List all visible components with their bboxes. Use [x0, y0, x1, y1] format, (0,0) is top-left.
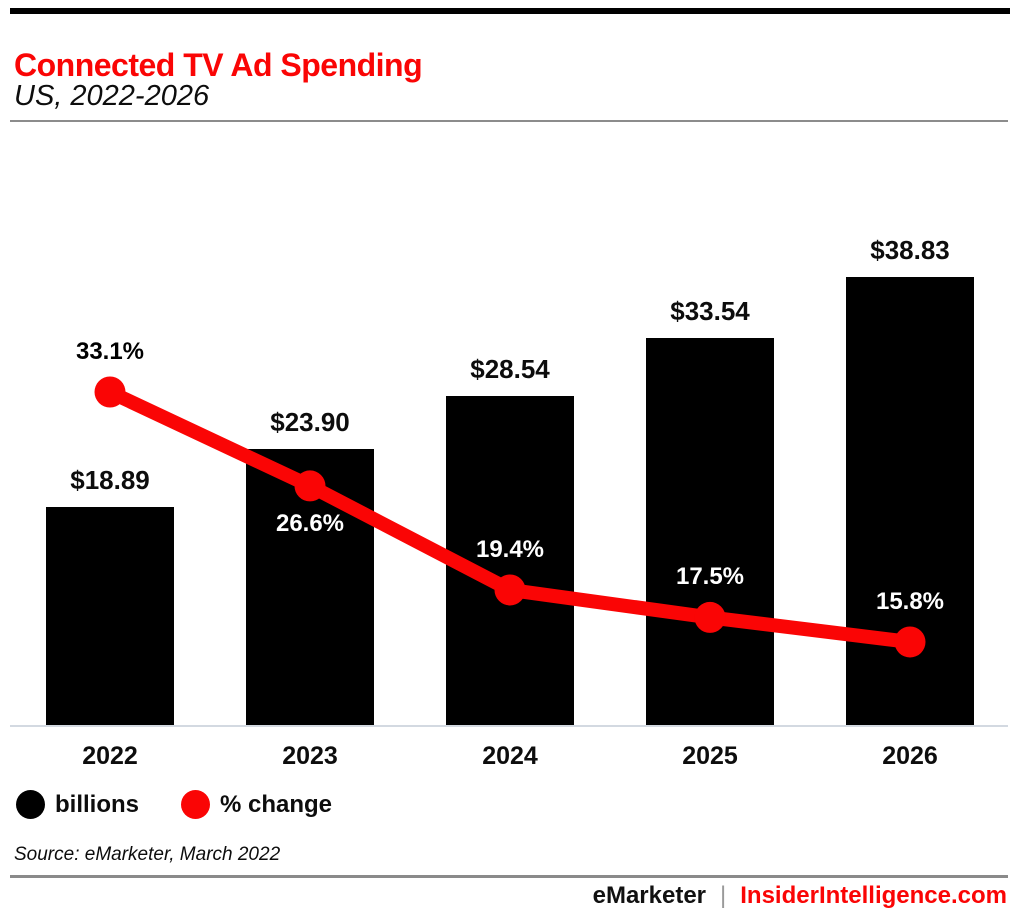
brand-separator: |: [720, 882, 727, 909]
brand-insiderintelligence: InsiderIntelligence.com: [740, 882, 1007, 909]
top-rule: [10, 8, 1010, 14]
bar-value-label: $28.54: [470, 353, 550, 384]
legend-label: billions: [55, 790, 139, 818]
billions-swatch-icon: [16, 790, 45, 819]
page-subtitle: US, 2022-2026: [14, 80, 210, 112]
x-axis-tick-label: 2023: [282, 742, 338, 770]
brand-emarketer: eMarketer: [592, 882, 707, 909]
pct-change-label: 19.4%: [475, 535, 545, 563]
trend-dot-2022: [94, 376, 126, 408]
trend-dot-2025: [694, 601, 726, 633]
pct-change-label: 33.1%: [75, 338, 145, 365]
x-axis-tick-label: 2026: [882, 742, 938, 770]
x-axis-tick-label: 2022: [82, 742, 138, 770]
page-title: Connected TV Ad Spending: [14, 47, 423, 84]
pct-change-swatch-icon: [181, 790, 210, 819]
pct-change-label: 17.5%: [675, 563, 745, 591]
bar-value-label: $38.83: [870, 234, 950, 265]
header-divider: [10, 120, 1008, 122]
trend-dot-2024: [494, 574, 526, 606]
x-axis-tick-label: 2025: [682, 742, 738, 770]
pct-change-label: 15.8%: [875, 587, 945, 615]
bar-2025: [646, 337, 774, 725]
x-axis-tick-label: 2024: [482, 742, 538, 770]
footer-divider: [10, 875, 1008, 878]
trend-dot-2026: [894, 626, 926, 658]
bar-value-label: $33.54: [670, 295, 750, 326]
bar-value-label: $18.89: [70, 465, 150, 495]
legend-item-pct-change: % change: [181, 790, 332, 819]
bar-2022: [46, 507, 174, 725]
trend-dot-2023: [294, 470, 326, 502]
x-axis-line: [10, 725, 1008, 727]
pct-change-label: 26.6%: [275, 509, 345, 537]
legend-item-billions: billions: [16, 790, 139, 819]
legend-label: % change: [220, 790, 333, 818]
chart-area: $18.89 2022 $23.90 2023 $28.54 2024 $33.54 2025…: [0, 130, 1020, 780]
source-note: Source: eMarketer, March 2022: [14, 844, 281, 865]
footer-brands: eMarketer | InsiderIntelligence.com: [593, 882, 1007, 910]
trend-line-svg: [94, 376, 926, 658]
bar-value-label: $23.90: [270, 407, 350, 438]
legend: billions % change: [16, 790, 332, 819]
